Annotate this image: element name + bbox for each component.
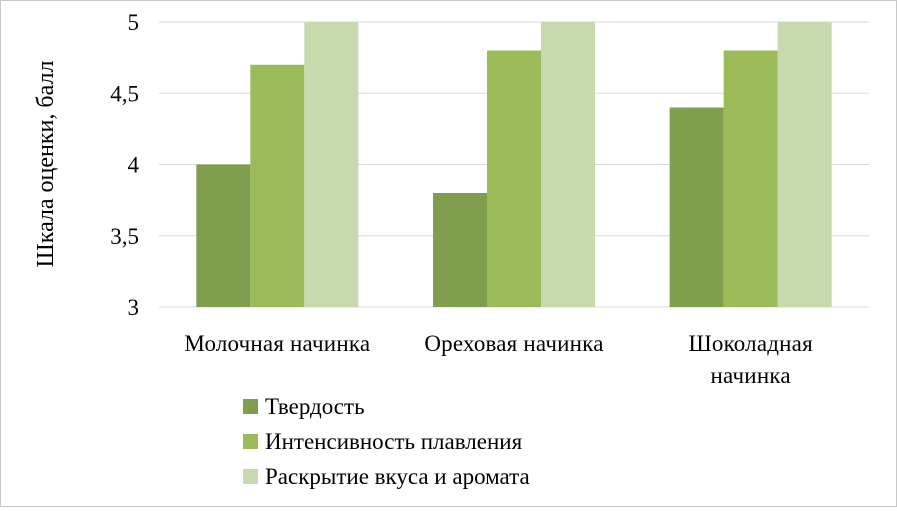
category-label: Шоколадная (688, 331, 813, 356)
legend-swatch (243, 469, 258, 484)
category-labels: Молочная начинка Ореховая начинка Шоколадн… (184, 331, 813, 388)
y-tick-label: 4,5 (110, 81, 139, 106)
legend-label: Раскрытие вкуса и аромата (265, 464, 530, 489)
y-tick-label: 4 (128, 153, 140, 178)
y-axis-label: Шкала оценки, балл (33, 61, 59, 268)
bar-2-2 (487, 50, 541, 307)
bar-3-2 (541, 22, 595, 307)
bar-1-1 (196, 164, 251, 307)
bar-2-3 (723, 50, 778, 307)
bar-1-2 (433, 193, 487, 307)
bars (196, 22, 832, 307)
category-label: Молочная начинка (184, 331, 370, 356)
y-tick-label: 5 (128, 10, 140, 35)
legend-swatch (243, 434, 258, 449)
legend-label: Интенсивность плавления (265, 429, 523, 454)
legend: Твердость Интенсивность плавления Раскрыти… (243, 394, 530, 489)
category-label: Ореховая начинка (424, 331, 603, 356)
y-tick-labels: 3 3,5 4 4,5 5 (110, 10, 139, 320)
legend-label: Твердость (265, 394, 365, 419)
y-tick-label: 3 (128, 295, 140, 320)
legend-swatch (243, 399, 258, 414)
bar-3-3 (777, 22, 832, 307)
category-label: начинка (711, 363, 791, 388)
bar-1-3 (669, 107, 724, 307)
y-tick-label: 3,5 (110, 224, 139, 249)
bar-2-1 (250, 64, 305, 307)
bar-3-1 (304, 22, 359, 307)
